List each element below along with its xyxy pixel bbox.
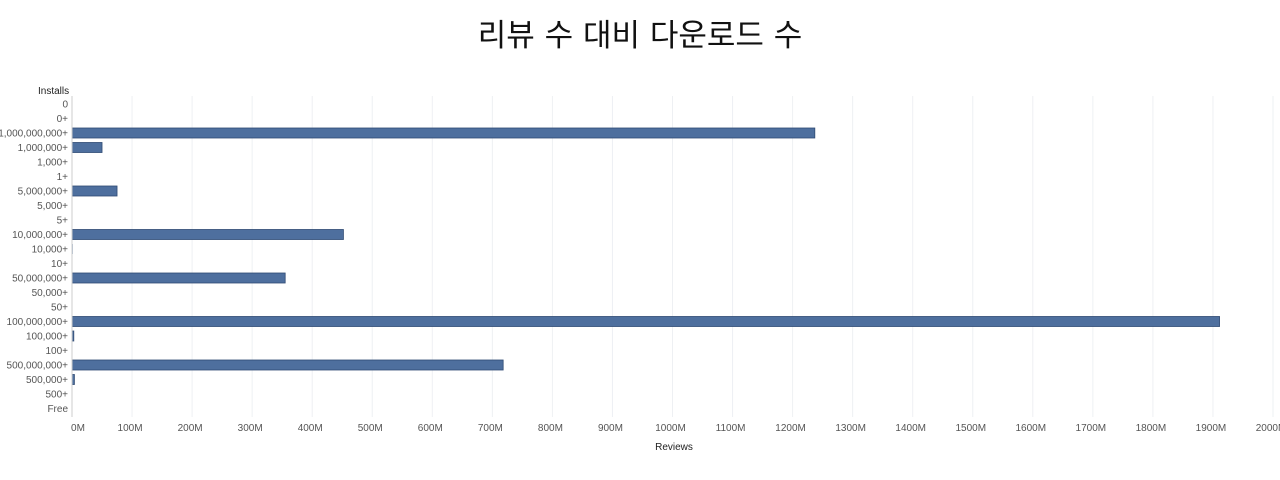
y-tick-label: 5,000,000+ <box>18 187 68 198</box>
x-tick-label: 900M <box>598 423 623 434</box>
x-tick-label: 300M <box>238 423 263 434</box>
y-tick-label: 10+ <box>51 259 68 270</box>
y-tick-label: Free <box>47 404 68 415</box>
y-tick-label: 10,000,000+ <box>12 230 68 241</box>
x-tick-label: 1500M <box>955 423 986 434</box>
x-tick-label: 1700M <box>1076 423 1107 434</box>
x-tick-label: 1400M <box>895 423 926 434</box>
x-tick-label: 500M <box>358 423 383 434</box>
x-tick-label: 1100M <box>716 423 746 434</box>
x-tick-label: 0M <box>71 423 85 434</box>
x-tick-label: 1900M <box>1196 423 1227 434</box>
y-tick-label: 1+ <box>57 172 69 183</box>
bar <box>71 272 286 284</box>
bar <box>71 127 816 139</box>
x-tick-label: 1800M <box>1136 423 1167 434</box>
y-tick-labels: 0 0+ 1,000,000,000+ 1,000,000+ 1,000+ 1+ 5,000… <box>0 100 68 416</box>
y-tick-label: 5,000+ <box>37 201 68 212</box>
grid-lines <box>71 96 1274 417</box>
x-tick-label: 1000M <box>655 423 686 434</box>
y-tick-label: 0 <box>62 100 68 111</box>
x-tick-label: 200M <box>178 423 203 434</box>
x-axis-title: Reviews <box>655 442 693 453</box>
y-tick-label: 10,000+ <box>32 245 69 256</box>
y-tick-label: 100,000+ <box>26 332 68 343</box>
y-tick-label: 100,000,000+ <box>7 317 69 328</box>
x-tick-label: 800M <box>538 423 563 434</box>
y-tick-label: 5+ <box>57 216 69 227</box>
bar <box>71 185 118 197</box>
y-tick-label: 50+ <box>51 303 68 314</box>
x-tick-label: 1600M <box>1016 423 1047 434</box>
x-tick-label: 600M <box>418 423 443 434</box>
x-tick-label: 1200M <box>775 423 806 434</box>
y-tick-label: 1,000,000,000+ <box>0 129 68 140</box>
y-tick-label: 500+ <box>45 390 68 401</box>
bar <box>71 229 344 240</box>
x-tick-label: 2000M <box>1256 423 1280 434</box>
y-tick-label: 500,000,000+ <box>7 361 69 372</box>
y-tick-label: 50,000+ <box>32 288 69 299</box>
bar <box>71 316 1220 327</box>
chart-title: 리뷰 수 대비 다운로드 수 <box>477 18 803 54</box>
x-tick-labels: 0M 100M 200M 300M 400M 500M 600M 700M 800M 900M 10… <box>71 423 1280 434</box>
x-tick-label: 1300M <box>835 423 866 434</box>
y-tick-label: 100+ <box>45 346 68 357</box>
y-axis-title: Installs <box>38 86 69 97</box>
y-tick-label: 1,000+ <box>37 158 68 169</box>
bars <box>71 127 1220 399</box>
y-tick-label: 0+ <box>57 114 69 125</box>
y-tick-label: 1,000,000+ <box>18 143 68 154</box>
y-tick-label: 50,000,000+ <box>12 274 68 285</box>
bar <box>71 142 103 153</box>
x-tick-label: 700M <box>478 423 503 434</box>
y-tick-label: 500,000+ <box>26 375 68 386</box>
x-tick-label: 100M <box>118 423 143 434</box>
bar <box>71 359 504 371</box>
x-tick-label: 400M <box>298 423 323 434</box>
